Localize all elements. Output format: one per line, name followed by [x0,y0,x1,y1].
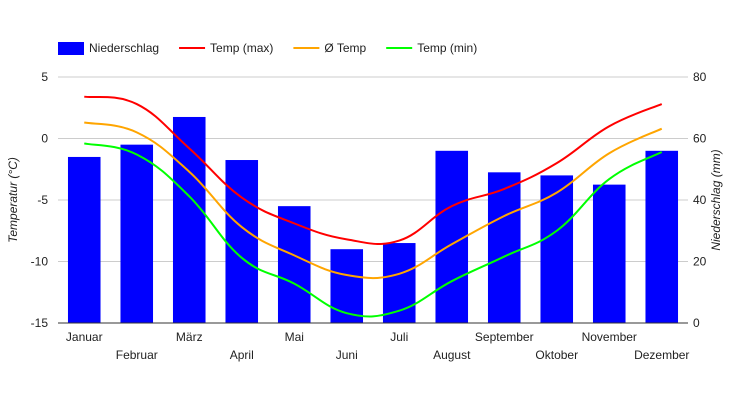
line-temp [84,121,663,280]
line-temp-max [84,95,663,246]
y-axis-right-title: Niederschlag (mm) [709,149,723,250]
y-right-tick-label: 80 [693,70,707,84]
y-left-tick-label: 5 [41,70,48,84]
precipitation-bar [330,249,364,323]
legend-swatch [58,42,84,55]
y-right-tick-label: 20 [693,255,707,269]
y-left-tick-label: -15 [31,316,49,330]
precipitation-bar [645,150,679,323]
x-tick-label: Juni [336,348,358,362]
axes: 5 0 -5 -10 -15 80 60 40 20 0 Januar Februar März Apri… [31,70,707,362]
legend-label: Temp (min) [417,41,477,55]
precipitation-bar [120,144,154,323]
legend-label: Ø Temp [324,41,366,55]
precipitation-bar [487,172,521,323]
precipitation-bar [435,150,469,323]
legend-label: Niederschlag [89,41,159,55]
precipitation-bar [540,175,574,323]
x-tick-label: April [230,348,254,362]
x-tick-label: Mai [285,330,304,344]
precipitation-bar [172,116,206,323]
y-right-tick-label: 0 [693,316,700,330]
line-temp-min [84,142,663,318]
x-tick-label: März [176,330,203,344]
x-tick-label: Januar [66,330,103,344]
x-tick-label: Februar [116,348,158,362]
precipitation-bar [592,184,626,323]
y-left-tick-label: -5 [37,193,48,207]
x-tick-label: Juli [390,330,408,344]
y-right-tick-label: 60 [693,132,707,146]
legend-label: Temp (max) [210,41,273,55]
precipitation-bar [225,160,259,323]
precipitation-bar [67,156,101,323]
legend: Niederschlag Temp (max) Ø Temp Temp (min) [58,41,477,55]
temperature-lines [84,95,663,318]
y-axis-left-title: Temperatur (°C) [6,157,20,243]
precipitation-bar [277,206,311,323]
x-tick-label: Oktober [535,348,578,362]
precipitation-bars [67,116,679,323]
x-tick-label: November [582,330,637,344]
y-right-tick-label: 40 [693,193,707,207]
x-tick-label: August [433,348,471,362]
y-left-tick-label: 0 [41,132,48,146]
x-tick-label: September [475,330,534,344]
x-tick-label: Dezember [634,348,689,362]
y-left-tick-label: -10 [31,255,49,269]
